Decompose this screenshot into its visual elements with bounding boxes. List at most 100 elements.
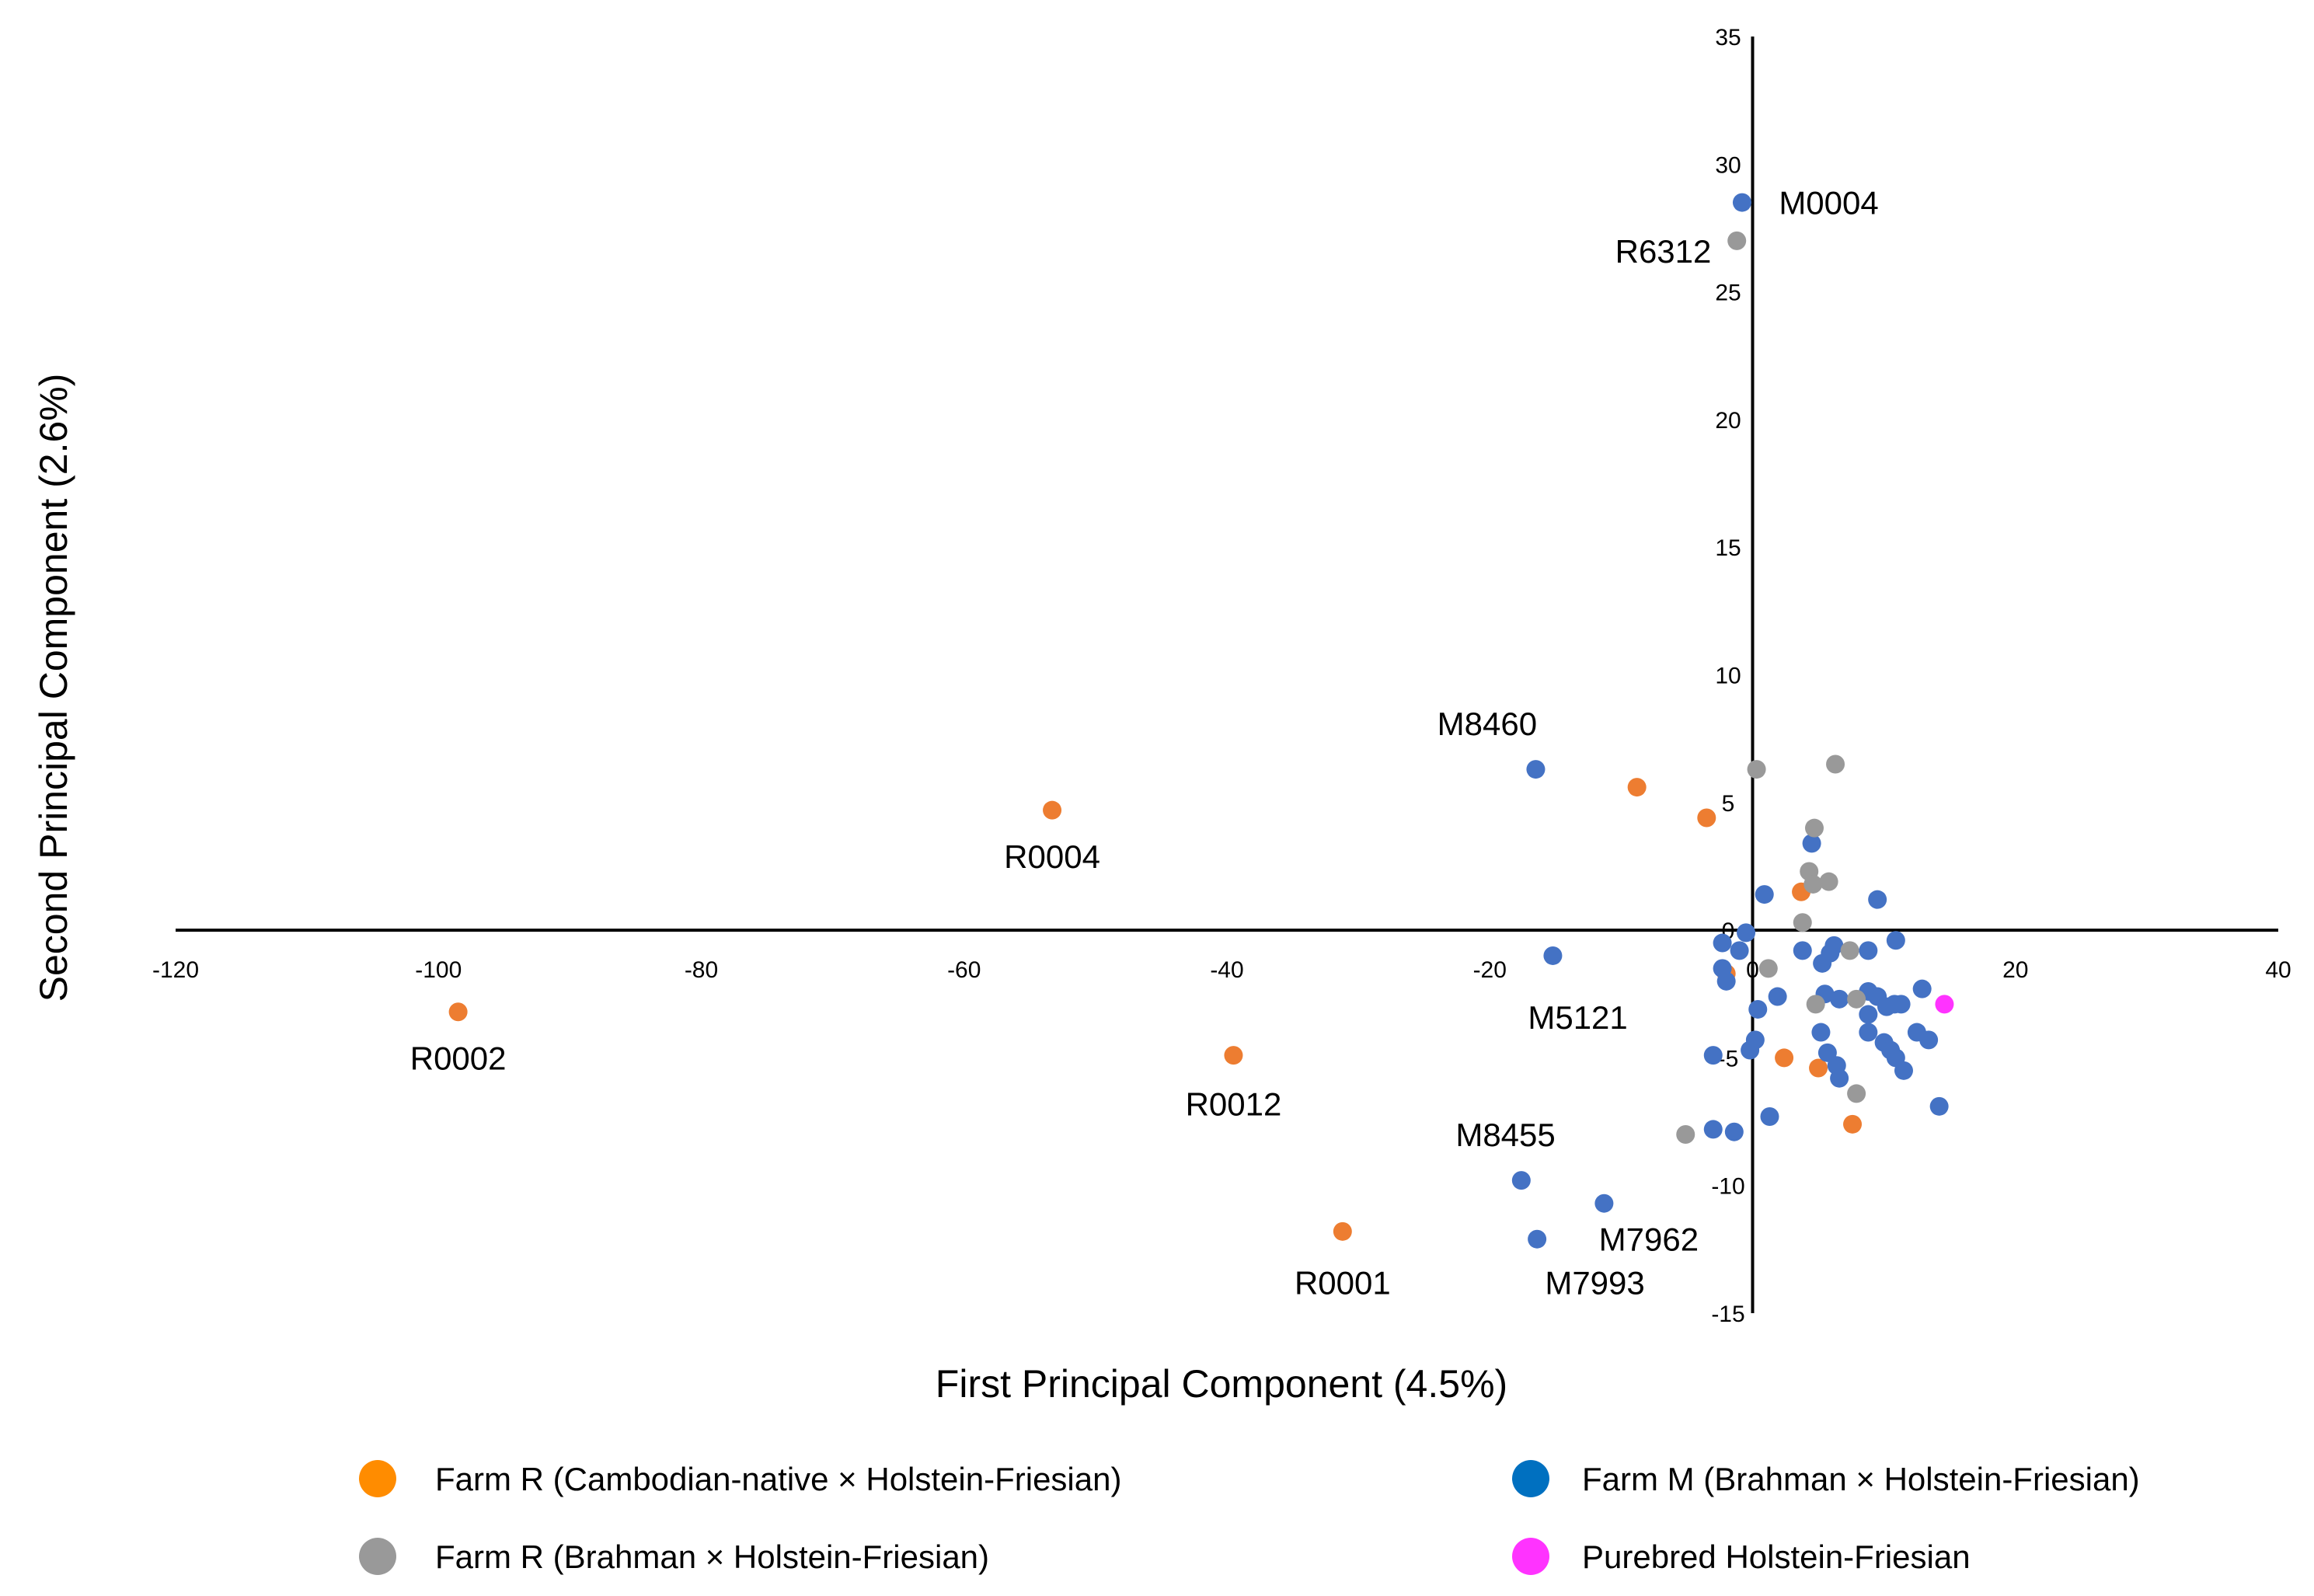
- legend-swatch-farm-r-brahman: [359, 1538, 396, 1575]
- legend-label-farm-r-brahman: Farm R (Brahman × Holstein-Friesian): [435, 1539, 989, 1575]
- point-label: M7962: [1599, 1221, 1699, 1258]
- data-point: [1803, 874, 1823, 894]
- data-point: [1793, 941, 1812, 960]
- data-point: [1758, 959, 1778, 978]
- data-point: [1859, 1005, 1878, 1024]
- data-point: [1703, 1046, 1723, 1065]
- point-label: M8455: [1455, 1117, 1555, 1153]
- data-point: [1528, 1229, 1547, 1249]
- data-point: [1819, 872, 1838, 891]
- point-label: R0001: [1295, 1265, 1391, 1302]
- legend-label-farm-m: Farm M (Brahman × Holstein-Friesian): [1582, 1461, 2140, 1497]
- x-tick-label: 20: [2002, 957, 2028, 983]
- data-point: [1713, 933, 1732, 953]
- data-point: [1859, 941, 1878, 960]
- data-point: [1716, 971, 1736, 991]
- legend-label-purebred: Purebred Holstein-Friesian: [1582, 1539, 1971, 1575]
- y-tick-label: 10: [1715, 664, 1741, 689]
- legend-swatch-purebred: [1512, 1538, 1549, 1575]
- series-farm_m: [1511, 193, 1949, 1249]
- data-point: [1732, 193, 1751, 212]
- point-label: M0004: [1779, 185, 1878, 221]
- x-tick-label: -60: [947, 957, 981, 983]
- data-point: [1868, 890, 1887, 909]
- series-farm_r_native: [448, 778, 1863, 1241]
- point-label: M5121: [1528, 999, 1627, 1036]
- point-label: R6312: [1615, 233, 1712, 270]
- data-point: [1847, 1084, 1866, 1103]
- y-tick-label: 5: [1722, 791, 1735, 817]
- y-tick-label: 20: [1715, 408, 1741, 434]
- x-tick-label: -120: [152, 957, 199, 983]
- y-tick-label: 35: [1715, 25, 1741, 51]
- legend-swatch-farm-r-native: [359, 1460, 396, 1497]
- data-point: [1894, 1061, 1913, 1080]
- data-point: [1826, 754, 1845, 774]
- axes-group: [176, 37, 2278, 1313]
- data-point: [1748, 999, 1768, 1019]
- data-point: [1830, 1068, 1849, 1088]
- data-point: [1806, 995, 1825, 1014]
- x-tick-label: -40: [1210, 957, 1243, 983]
- data-point: [448, 1002, 468, 1022]
- series-purebred: [1935, 995, 1954, 1014]
- data-point: [1526, 760, 1546, 779]
- y-tick-label: -15: [1711, 1302, 1744, 1327]
- data-point: [1627, 778, 1647, 797]
- data-point: [1891, 995, 1911, 1014]
- data-point: [1830, 989, 1849, 1009]
- point-label: R0002: [410, 1040, 507, 1076]
- data-point: [1804, 818, 1824, 838]
- y-tick-label: 15: [1715, 535, 1741, 561]
- data-point: [1741, 1040, 1760, 1060]
- data-point: [1919, 1030, 1939, 1050]
- data-point: [1821, 943, 1840, 963]
- data-point: [1847, 989, 1866, 1009]
- y-tick-label: 30: [1715, 152, 1741, 178]
- data-point: [1912, 979, 1932, 998]
- point-label: R0012: [1186, 1086, 1282, 1123]
- data-point: [1775, 1048, 1794, 1068]
- y-tick-label: -10: [1711, 1174, 1744, 1200]
- data-point: [1793, 913, 1812, 932]
- x-axis-title: First Principal Component (4.5%): [936, 1362, 1507, 1406]
- data-point: [1543, 946, 1563, 965]
- x-tick-label: 0: [1746, 957, 1759, 983]
- data-point: [1760, 1106, 1779, 1126]
- data-point: [1755, 885, 1774, 904]
- data-points: [448, 193, 1954, 1249]
- data-point: [1811, 1023, 1831, 1042]
- data-point: [1594, 1194, 1614, 1213]
- data-point: [1747, 760, 1766, 779]
- point-label: M8460: [1438, 706, 1537, 742]
- x-tick-label: 40: [2265, 957, 2291, 983]
- x-tick-label: -80: [685, 957, 718, 983]
- data-point: [1511, 1171, 1531, 1190]
- data-point: [1886, 931, 1905, 950]
- x-tick-labels: -120 -100 -80 -60 -40 -20 0 20 40: [152, 957, 2291, 983]
- legend: Farm R (Cambodian-native × Holstein-Frie…: [359, 1460, 2140, 1575]
- point-annotations: M0004 R6312 M8460 R0004 M5121 R0002 R0012 M8455…: [410, 185, 1879, 1302]
- data-point: [1333, 1221, 1352, 1241]
- data-point: [1703, 1120, 1723, 1139]
- data-point: [1843, 1114, 1863, 1134]
- data-point: [1224, 1046, 1243, 1065]
- data-point: [1768, 987, 1787, 1006]
- data-point: [1840, 941, 1859, 960]
- legend-label-farm-r-native: Farm R (Cambodian-native × Holstein-Frie…: [435, 1461, 1121, 1497]
- data-point: [1043, 800, 1062, 820]
- x-tick-label: -20: [1473, 957, 1507, 983]
- data-point: [1929, 1096, 1949, 1116]
- data-point: [1809, 1058, 1828, 1078]
- point-label: M7993: [1545, 1265, 1644, 1302]
- x-tick-label: -100: [415, 957, 462, 983]
- y-axis-title: Second Principal Component (2.6%): [32, 374, 75, 1002]
- data-point: [1877, 997, 1897, 1016]
- point-label: R0004: [1004, 838, 1100, 875]
- data-point: [1730, 941, 1749, 960]
- data-point: [1676, 1124, 1695, 1144]
- legend-swatch-farm-m: [1512, 1460, 1549, 1497]
- data-point: [1935, 995, 1954, 1014]
